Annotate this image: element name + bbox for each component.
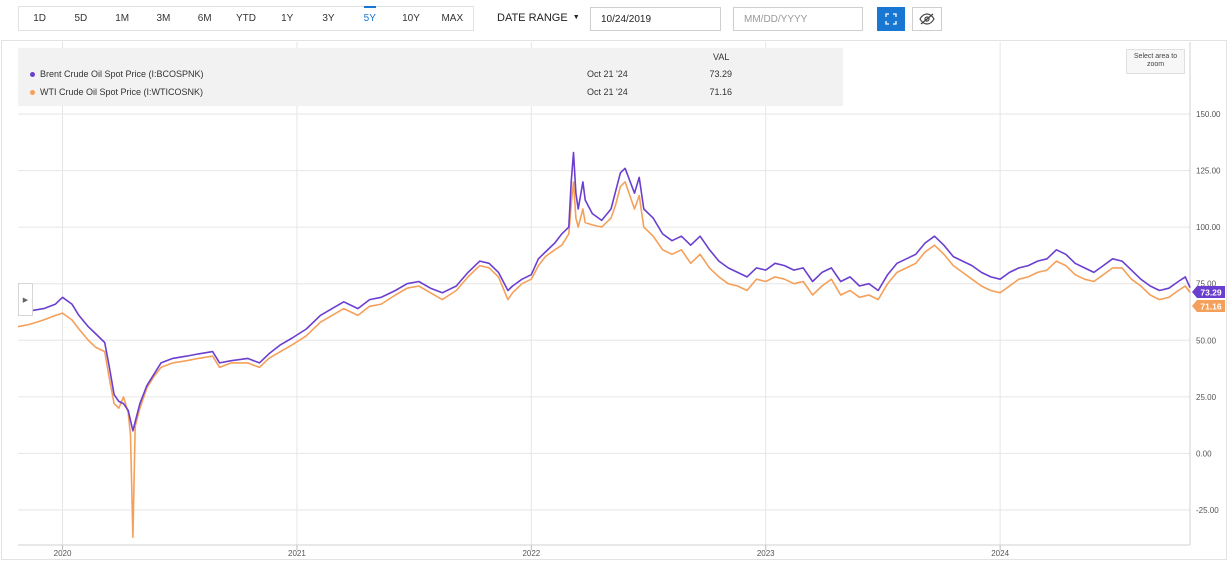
series-name: Brent Crude Oil Spot Price (I:BCOSPNK) bbox=[40, 69, 204, 79]
x-tick-label: 2024 bbox=[991, 549, 1009, 558]
series-dot bbox=[30, 72, 35, 77]
x-tick-label: 2023 bbox=[757, 549, 775, 558]
expand-icon bbox=[885, 13, 897, 25]
y-tick-label: 75.00 bbox=[1196, 280, 1217, 289]
range-selector: 1D 5D 1M 3M 6M YTD 1Y 3Y 5Y 10Y MAX bbox=[18, 6, 474, 31]
series-value: 71.16 bbox=[709, 87, 732, 97]
end-value-badge bbox=[1192, 286, 1225, 298]
y-tick-label: 125.00 bbox=[1196, 167, 1221, 176]
end-value-label: 73.29 bbox=[1200, 288, 1222, 298]
value-column-header: VAL bbox=[713, 52, 730, 62]
start-date-input[interactable] bbox=[590, 7, 721, 31]
x-tick-label: 2020 bbox=[54, 549, 72, 558]
range-button-10y[interactable]: 10Y bbox=[402, 13, 420, 24]
range-button-1m[interactable]: 1M bbox=[115, 13, 130, 24]
series-name: WTI Crude Oil Spot Price (I:WTICOSNK) bbox=[40, 87, 204, 97]
toolbar: 1D 5D 1M 3M 6M YTD 1Y 3Y 5Y 10Y MAX DATE RANGE ▼ bbox=[0, 0, 1228, 40]
range-button-1y[interactable]: 1Y bbox=[281, 13, 294, 24]
date-range-dropdown[interactable]: DATE RANGE ▼ bbox=[497, 12, 580, 24]
y-tick-label: 25.00 bbox=[1196, 393, 1217, 402]
legend-row-brent[interactable]: Brent Crude Oil Spot Price (I:BCOSPNK) O… bbox=[18, 66, 843, 84]
y-tick-label: -25.00 bbox=[1196, 506, 1219, 515]
eye-off-icon bbox=[919, 13, 935, 25]
legend-row-wti[interactable]: WTI Crude Oil Spot Price (I:WTICOSNK) Oc… bbox=[18, 84, 843, 102]
legend-panel: VAL bbox=[18, 48, 843, 106]
end-value-badge bbox=[1192, 300, 1225, 312]
range-button-ytd[interactable]: YTD bbox=[235, 13, 256, 24]
y-tick-label: 150.00 bbox=[1196, 110, 1221, 119]
range-button-5y[interactable]: 5Y bbox=[349, 6, 390, 30]
range-button-6m[interactable]: 6M bbox=[197, 13, 212, 24]
range-button-5d[interactable]: 5D bbox=[74, 13, 88, 24]
side-panel-toggle[interactable]: ▶ bbox=[18, 283, 33, 316]
play-icon: ▶ bbox=[22, 296, 29, 304]
date-range-label: DATE RANGE bbox=[497, 12, 568, 24]
x-tick-label: 2021 bbox=[288, 549, 306, 558]
expand-button[interactable] bbox=[877, 7, 905, 31]
series-line-brent bbox=[17, 151, 1191, 432]
series-value: 73.29 bbox=[709, 69, 732, 79]
series-date: Oct 21 '24 bbox=[587, 87, 628, 97]
y-tick-label: 0.00 bbox=[1196, 449, 1212, 458]
range-button-3m[interactable]: 3M bbox=[156, 13, 171, 24]
x-tick-label: 2022 bbox=[522, 549, 540, 558]
series-dot bbox=[30, 90, 35, 95]
caret-down-icon: ▼ bbox=[572, 14, 580, 21]
range-button-max[interactable]: MAX bbox=[441, 13, 464, 24]
y-tick-label: 100.00 bbox=[1196, 223, 1221, 232]
chart-frame bbox=[1, 40, 1227, 560]
range-button-3y[interactable]: 3Y bbox=[322, 13, 335, 24]
hide-legend-button[interactable] bbox=[912, 7, 942, 31]
end-date-input[interactable] bbox=[733, 7, 863, 31]
series-line-wti bbox=[17, 181, 1191, 538]
zoom-hint: Select area to zoom bbox=[1126, 49, 1185, 74]
series-date: Oct 21 '24 bbox=[587, 69, 628, 79]
y-tick-label: 50.00 bbox=[1196, 336, 1217, 345]
end-value-label: 71.16 bbox=[1200, 302, 1222, 312]
range-button-1d[interactable]: 1D bbox=[33, 13, 47, 24]
